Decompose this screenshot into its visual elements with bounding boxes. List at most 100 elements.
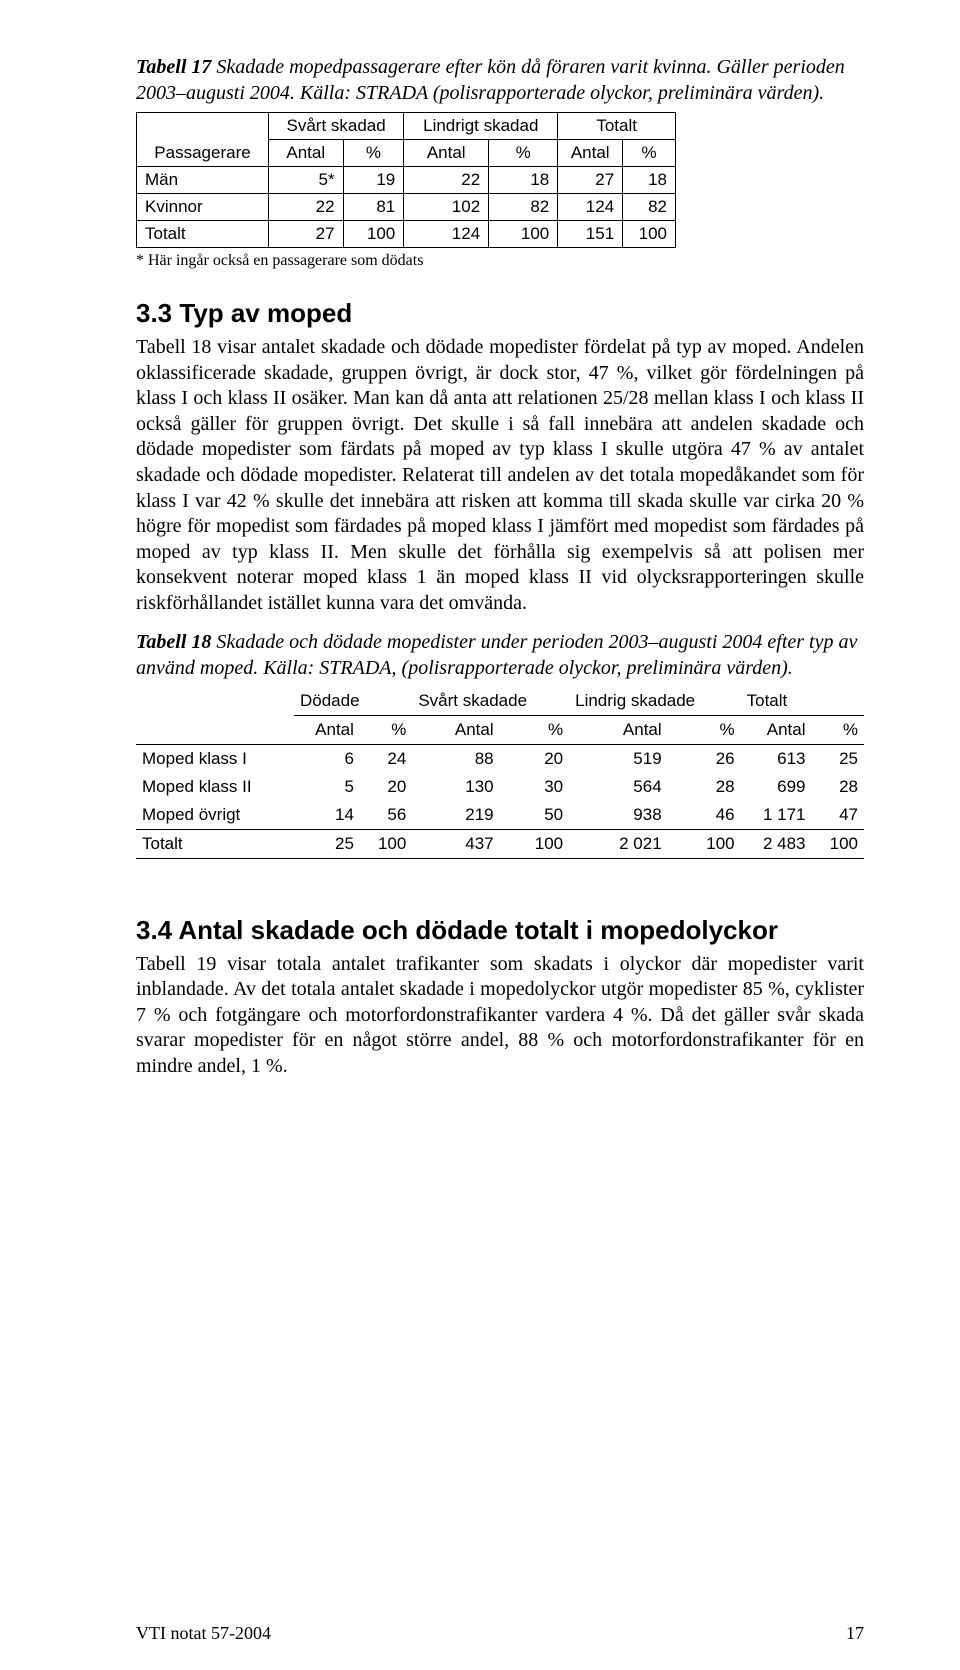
- footer-right: 17: [846, 1623, 864, 1644]
- table17-caption: Tabell 17 Skadade mopedpassagerare efter…: [136, 54, 864, 106]
- cell: 24: [360, 744, 412, 773]
- page-footer: VTI notat 57-2004 17: [136, 1623, 864, 1644]
- row-label: Kvinnor: [137, 194, 269, 221]
- t18-sh-8: %: [811, 715, 864, 744]
- cell: 28: [811, 773, 864, 801]
- caption-bold: Tabell 17: [136, 56, 211, 78]
- t18-sh-5: Antal: [569, 715, 668, 744]
- cell: 938: [569, 801, 668, 830]
- caption18-bold: Tabell 18: [136, 631, 211, 653]
- t18-gh-2: Svårt skadade: [412, 687, 569, 716]
- t18-sh-3: Antal: [412, 715, 499, 744]
- t17-sh-5: Antal: [558, 140, 623, 167]
- cell: 47: [811, 801, 864, 830]
- cell: 519: [569, 744, 668, 773]
- cell: 100: [360, 829, 412, 858]
- table-row: Moped klass I62488205192661325: [136, 744, 864, 773]
- table-row: Män5*1922182718: [137, 167, 676, 194]
- t18-sh-6: %: [668, 715, 741, 744]
- cell: 19: [343, 167, 404, 194]
- cell: 613: [741, 744, 812, 773]
- body-3-4: Tabell 19 visar totala antalet trafikant…: [136, 952, 864, 1080]
- row-label: Män: [137, 167, 269, 194]
- t18-gh-3: Lindrig skadade: [569, 687, 741, 716]
- cell: 30: [500, 773, 569, 801]
- t18-gh-0: [136, 687, 294, 716]
- cell: 2 021: [569, 829, 668, 858]
- t18-gh-4: Totalt: [741, 687, 864, 716]
- table-row: Totalt251004371002 0211002 483100: [136, 829, 864, 858]
- cell: 26: [668, 744, 741, 773]
- table18-header-row1: Dödade Svårt skadade Lindrig skadade Tot…: [136, 687, 864, 716]
- cell: 151: [558, 221, 623, 248]
- cell: 18: [623, 167, 676, 194]
- cell: 124: [404, 221, 489, 248]
- footer-left: VTI notat 57-2004: [136, 1623, 271, 1644]
- cell: 100: [811, 829, 864, 858]
- page: Tabell 17 Skadade mopedpassagerare efter…: [0, 0, 960, 1670]
- cell: 20: [500, 744, 569, 773]
- cell: 20: [360, 773, 412, 801]
- table-row: Totalt27100124100151100: [137, 221, 676, 248]
- cell: 437: [412, 829, 499, 858]
- table17: Passagerare Svårt skadad Lindrigt skadad…: [136, 112, 676, 248]
- cell: 5*: [268, 167, 343, 194]
- t17-h-svart: Svårt skadad: [268, 113, 403, 140]
- row-label: Moped klass II: [136, 773, 294, 801]
- t17-h-lindrigt: Lindrigt skadad: [404, 113, 558, 140]
- caption-rest: Skadade mopedpassagerare efter kön då fö…: [136, 56, 845, 104]
- cell: 25: [811, 744, 864, 773]
- cell: 88: [412, 744, 499, 773]
- row-label: Totalt: [137, 221, 269, 248]
- cell: 100: [489, 221, 558, 248]
- cell: 219: [412, 801, 499, 830]
- cell: 699: [741, 773, 812, 801]
- t17-sh-4: %: [489, 140, 558, 167]
- table-row: Moped övrigt145621950938461 17147: [136, 801, 864, 830]
- t17-sh-1: Antal: [268, 140, 343, 167]
- t17-sh-6: %: [623, 140, 676, 167]
- cell: 6: [294, 744, 360, 773]
- table18-header-row2: Antal % Antal % Antal % Antal %: [136, 715, 864, 744]
- cell: 1 171: [741, 801, 812, 830]
- cell: 100: [500, 829, 569, 858]
- table-row: Kvinnor22811028212482: [137, 194, 676, 221]
- cell: 46: [668, 801, 741, 830]
- t17-h-passagerare: Passagerare: [137, 113, 269, 167]
- table17-header-row1: Passagerare Svårt skadad Lindrigt skadad…: [137, 113, 676, 140]
- cell: 102: [404, 194, 489, 221]
- heading-3-3: 3.3 Typ av moped: [136, 298, 864, 329]
- cell: 82: [489, 194, 558, 221]
- table17-footnote: * Här ingår också en passagerare som död…: [136, 252, 864, 270]
- body-3-3: Tabell 18 visar antalet skadade och döda…: [136, 335, 864, 617]
- t17-h-totalt: Totalt: [558, 113, 676, 140]
- cell: 22: [268, 194, 343, 221]
- cell: 5: [294, 773, 360, 801]
- t18-sh-0: [136, 715, 294, 744]
- cell: 124: [558, 194, 623, 221]
- cell: 50: [500, 801, 569, 830]
- t18-gh-1: Dödade: [294, 687, 412, 716]
- cell: 56: [360, 801, 412, 830]
- t18-sh-4: %: [500, 715, 569, 744]
- cell: 25: [294, 829, 360, 858]
- heading-3-4: 3.4 Antal skadade och dödade totalt i mo…: [136, 915, 864, 946]
- cell: 81: [343, 194, 404, 221]
- cell: 100: [343, 221, 404, 248]
- table-row: Moped klass II520130305642869928: [136, 773, 864, 801]
- row-label: Moped övrigt: [136, 801, 294, 830]
- t17-sh-3: Antal: [404, 140, 489, 167]
- caption18-rest: Skadade och dödade mopedister under peri…: [136, 631, 857, 679]
- table18: Dödade Svårt skadade Lindrig skadade Tot…: [136, 687, 864, 859]
- cell: 22: [404, 167, 489, 194]
- t18-sh-7: Antal: [741, 715, 812, 744]
- row-label: Moped klass I: [136, 744, 294, 773]
- table18-caption: Tabell 18 Skadade och dödade mopedister …: [136, 629, 864, 681]
- cell: 100: [623, 221, 676, 248]
- row-label: Totalt: [136, 829, 294, 858]
- cell: 82: [623, 194, 676, 221]
- cell: 18: [489, 167, 558, 194]
- cell: 27: [558, 167, 623, 194]
- t18-sh-2: %: [360, 715, 412, 744]
- t18-sh-1: Antal: [294, 715, 360, 744]
